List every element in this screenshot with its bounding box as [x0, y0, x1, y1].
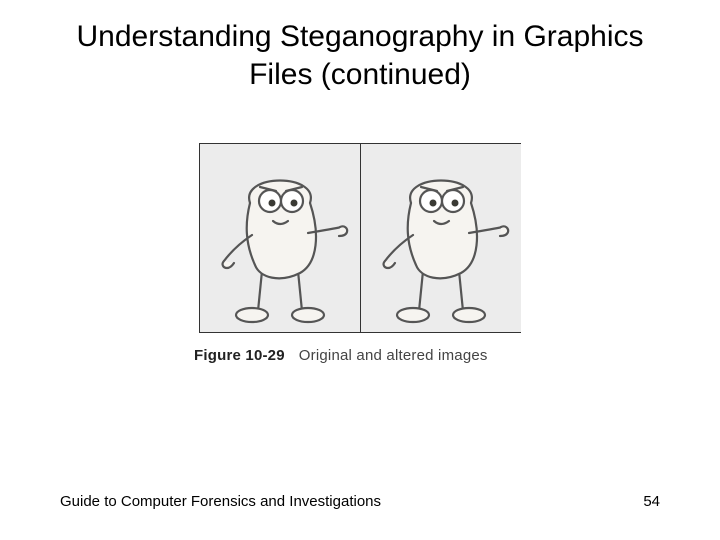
figure-block: Figure 10-29 Original and altered images: [190, 143, 530, 364]
slide-title: Understanding Steganography in Graphics …: [40, 18, 680, 93]
page-number: 54: [643, 493, 660, 510]
cartoon-character-icon: [200, 143, 360, 333]
cartoon-character-icon: [361, 143, 521, 333]
footer-text: Guide to Computer Forensics and Investig…: [60, 493, 381, 510]
figure-caption: Figure 10-29 Original and altered images: [190, 347, 530, 364]
slide-footer: Guide to Computer Forensics and Investig…: [60, 493, 660, 510]
image-panel-original: [200, 144, 361, 332]
figure-label: Figure 10-29: [194, 347, 285, 364]
image-panel-altered: [361, 144, 521, 332]
figure-description: Original and altered images: [299, 347, 488, 364]
image-pair-container: [199, 143, 521, 333]
slide: Understanding Steganography in Graphics …: [0, 0, 720, 540]
